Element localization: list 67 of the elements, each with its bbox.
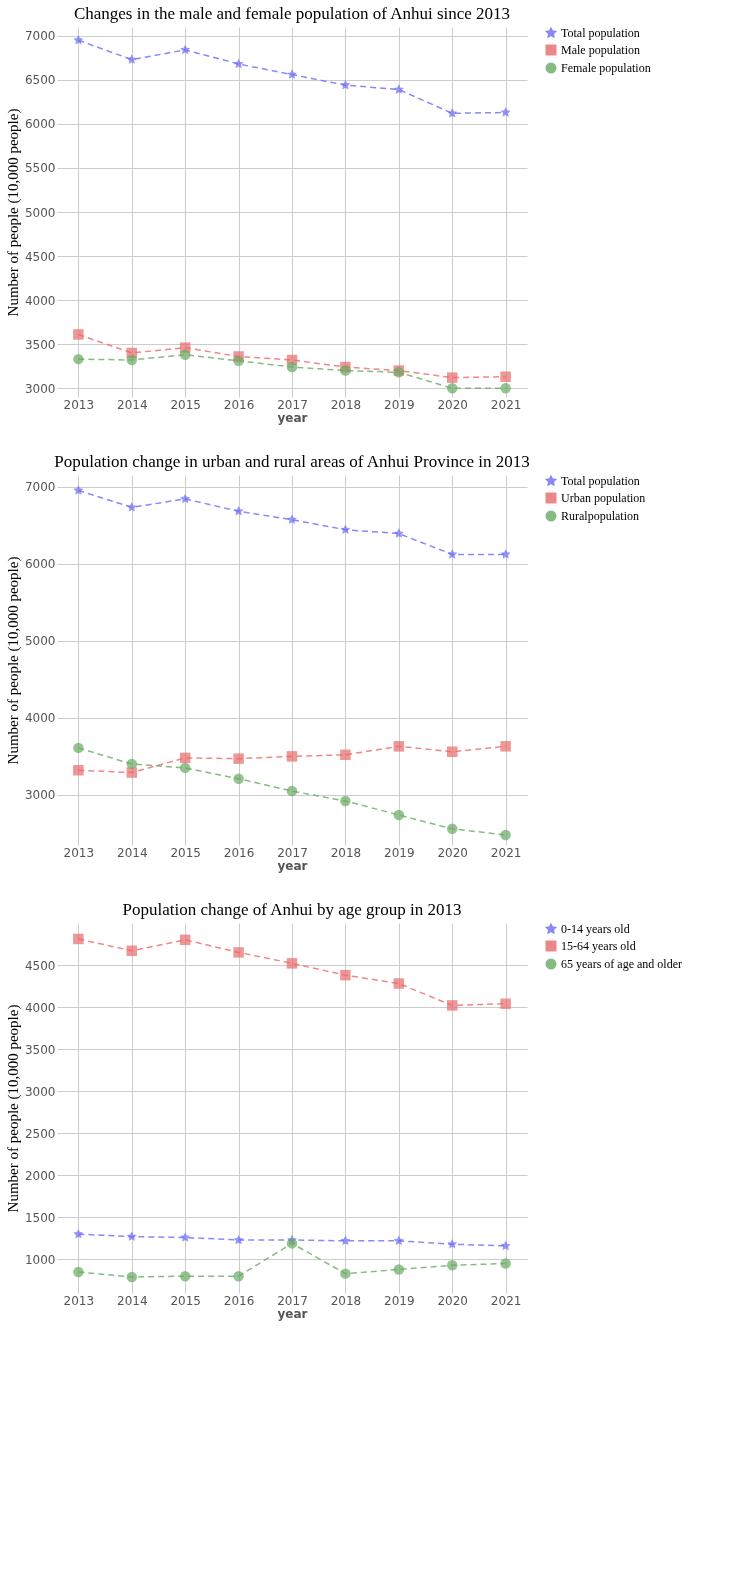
x-tick-label: 2016 (223, 1293, 255, 1308)
y-tick-label: 1500 (24, 1210, 56, 1225)
x-tick-label: 2015 (170, 1293, 201, 1308)
legend-label: Ruralpopulation (561, 509, 639, 523)
y-tick-label: 2500 (24, 1126, 56, 1141)
x-tick-label: 2014 (117, 1293, 148, 1308)
x-tick-label: 2020 (437, 845, 468, 860)
x-tick-label: 2014 (117, 397, 148, 412)
x-tick-label: 2015 (170, 845, 201, 860)
y-tick-label: 3000 (24, 788, 56, 803)
x-tick-label: 2013 (63, 397, 95, 412)
chart-title: Population change in urban and rural areas of Anhui Province in 2013 (54, 452, 530, 471)
x-tick-label: 2020 (437, 397, 468, 412)
x-tick-label: 2013 (63, 845, 95, 860)
y-tick-label: 4000 (24, 1000, 56, 1015)
x-tick-label: 2014 (117, 845, 148, 860)
legend-label: Female population (561, 61, 651, 75)
x-tick-label: 2021 (490, 1293, 522, 1308)
y-tick-label: 2000 (24, 1168, 56, 1183)
legend-label: Total population (561, 474, 640, 488)
y-tick-label: 7000 (24, 480, 56, 495)
y-axis-title: Number of people (10,000 people) (4, 1004, 22, 1213)
x-tick-label: 2015 (170, 397, 201, 412)
legend-label: 65 years of age and older (561, 957, 682, 971)
y-tick-label: 4000 (24, 711, 56, 726)
y-tick-label: 1000 (24, 1252, 56, 1267)
legend-label: Male population (561, 43, 640, 57)
x-tick-label: 2018 (330, 397, 362, 412)
x-tick-label: 2020 (437, 1293, 468, 1308)
x-tick-label: 2021 (490, 397, 522, 412)
x-tick-label: 2017 (277, 397, 308, 412)
x-tick-label: 2017 (277, 1293, 308, 1308)
x-tick-label: 2017 (277, 845, 308, 860)
y-tick-label: 3000 (24, 381, 56, 396)
y-tick-label: 5000 (24, 634, 56, 649)
x-axis-title: year (277, 1306, 308, 1321)
x-tick-label: 2019 (384, 397, 415, 412)
x-tick-label: 2016 (223, 845, 255, 860)
x-tick-label: 2019 (384, 845, 415, 860)
chart-title: Population change of Anhui by age group in 2013 (122, 900, 462, 919)
x-tick-label: 2018 (330, 845, 362, 860)
y-tick-label: 5500 (24, 161, 56, 176)
y-tick-label: 3000 (24, 1084, 56, 1099)
chart-title: Changes in the male and female population of Anhui since 2013 (73, 4, 511, 23)
x-tick-label: 2018 (330, 1293, 362, 1308)
legend-label: 15-64 years old (561, 939, 636, 953)
y-tick-label: 4500 (24, 958, 56, 973)
legend-label: Urban population (561, 491, 646, 505)
y-tick-label: 7000 (24, 29, 56, 44)
x-axis-title: year (277, 410, 308, 425)
legend-label: Total population (561, 26, 640, 40)
y-tick-label: 4000 (24, 293, 56, 308)
y-axis-title: Number of people (10,000 people) (4, 556, 22, 765)
y-tick-label: 6000 (24, 117, 56, 132)
y-tick-label: 3500 (24, 337, 56, 352)
y-tick-label: 6500 (24, 73, 56, 88)
y-tick-label: 6000 (24, 557, 56, 572)
y-tick-label: 3500 (24, 1042, 56, 1057)
y-tick-label: 5000 (24, 205, 56, 220)
y-axis-title: Number of people (10,000 people) (4, 108, 22, 317)
x-axis-title: year (277, 858, 308, 873)
x-tick-label: 2016 (223, 397, 255, 412)
x-tick-label: 2013 (63, 1293, 95, 1308)
x-tick-label: 2019 (384, 1293, 415, 1308)
x-tick-label: 2021 (490, 845, 522, 860)
y-tick-label: 4500 (24, 249, 56, 264)
legend-label: 0-14 years old (561, 922, 630, 936)
